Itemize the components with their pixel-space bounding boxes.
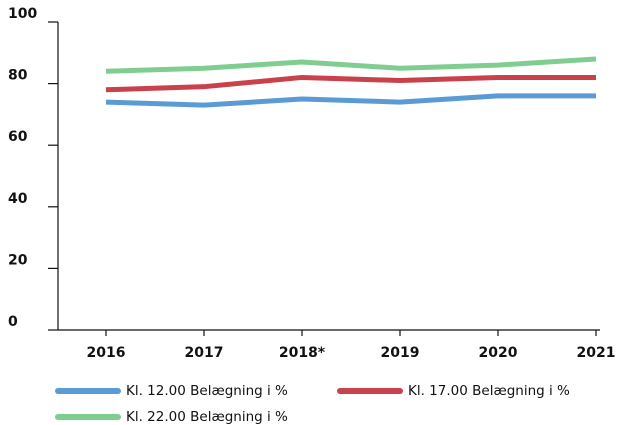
y-tick-label: 20 <box>8 252 28 268</box>
x-tick-label: 2021 <box>577 345 616 361</box>
series-line <box>105 93 596 108</box>
legend-label: Kl. 12.00 Belægning i % <box>126 383 288 399</box>
y-tick-label: 80 <box>8 68 28 84</box>
y-tick-label: 40 <box>8 191 28 207</box>
series-line <box>105 74 596 93</box>
x-tick-label: 2020 <box>479 345 518 361</box>
y-tick-label: 100 <box>8 6 37 22</box>
legend-label: Kl. 17.00 Belægning i % <box>408 383 570 399</box>
x-tick-label: 2016 <box>87 345 126 361</box>
y-tick-label: 60 <box>8 129 28 145</box>
x-tick-label: 2017 <box>185 345 224 361</box>
x-tick-label: 2018* <box>279 345 326 361</box>
x-tick-label: 2019 <box>381 345 420 361</box>
legend-label: Kl. 22.00 Belægning i % <box>126 409 288 425</box>
y-tick-label: 0 <box>8 314 18 330</box>
series-line <box>105 56 597 74</box>
